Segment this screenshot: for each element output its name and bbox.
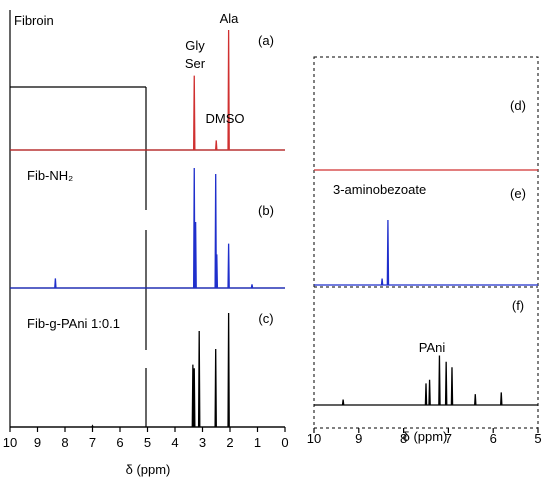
x-tick-label: 7 [445, 431, 452, 446]
x-tick-label: 0 [281, 435, 288, 450]
panel-label: (a) [258, 33, 274, 48]
peak-annotation: PAni [419, 340, 446, 355]
left-ticks: 10 9 8 7 6 5 4 3 2 1 0 [3, 427, 289, 450]
right-panel: 10 9 8 7 6 5 (d) 3-aminobezoate (e) (f) PAni δ (p… [307, 56, 542, 446]
left-labels: Fibroin (a) Gly Ser Ala DMSO Fib-NH₂ (b) Fib-g-P… [14, 11, 274, 331]
left-panel: 10 9 8 7 6 5 4 3 2 1 0 Fibroin(a)GlySerAlaDMSOFib-… [3, 10, 289, 477]
x-tick-label: 9 [34, 435, 41, 450]
right-x-axis-title: δ (ppm) [403, 429, 448, 444]
x-tick-label: 5 [534, 431, 541, 446]
panel-label: (d) [510, 98, 526, 113]
x-tick-label: 10 [307, 431, 321, 446]
x-tick-label: 6 [116, 435, 123, 450]
x-tick-label: 4 [171, 435, 178, 450]
spectrum-line [10, 312, 285, 428]
series-name: Fibroin [14, 13, 54, 28]
series-name: 3-aminobezoate [333, 182, 426, 197]
panel-label: (b) [258, 203, 274, 218]
x-tick-label: 2 [226, 435, 233, 450]
left-x-axis-title: δ (ppm) [126, 462, 171, 477]
peak-annotation: Ala [220, 11, 240, 26]
spectrum-line [314, 355, 538, 406]
panel-label: (e) [510, 186, 526, 201]
x-tick-label: 9 [355, 431, 362, 446]
peak-annotation: Ser [185, 56, 206, 71]
x-tick-label: 8 [61, 435, 68, 450]
peak-annotation: DMSO [206, 111, 245, 126]
right-labels: (d) 3-aminobezoate (e) (f) PAni [333, 98, 526, 355]
spectrum-line [10, 167, 285, 289]
x-tick-label: 6 [490, 431, 497, 446]
peak-annotation: Gly [185, 38, 205, 53]
x-tick-label: 7 [89, 435, 96, 450]
panel-label: (c) [258, 311, 273, 326]
panel-label: (f) [512, 298, 524, 313]
series-name: Fib-g-PAni 1:0.1 [27, 316, 120, 331]
right-ticks: 10 9 8 7 6 5 [307, 428, 542, 446]
series-name: Fib-NH₂ [27, 168, 73, 183]
left-spectra [10, 29, 285, 428]
spectrum-line [314, 219, 538, 286]
x-tick-label: 10 [3, 435, 17, 450]
x-tick-label: 5 [144, 435, 151, 450]
x-tick-label: 1 [254, 435, 261, 450]
right-panel-frame [313, 56, 539, 429]
x-tick-label: 3 [199, 435, 206, 450]
x-tick-label: 8 [400, 431, 407, 446]
right-spectra [314, 169, 538, 406]
spectrum-line [10, 29, 285, 151]
